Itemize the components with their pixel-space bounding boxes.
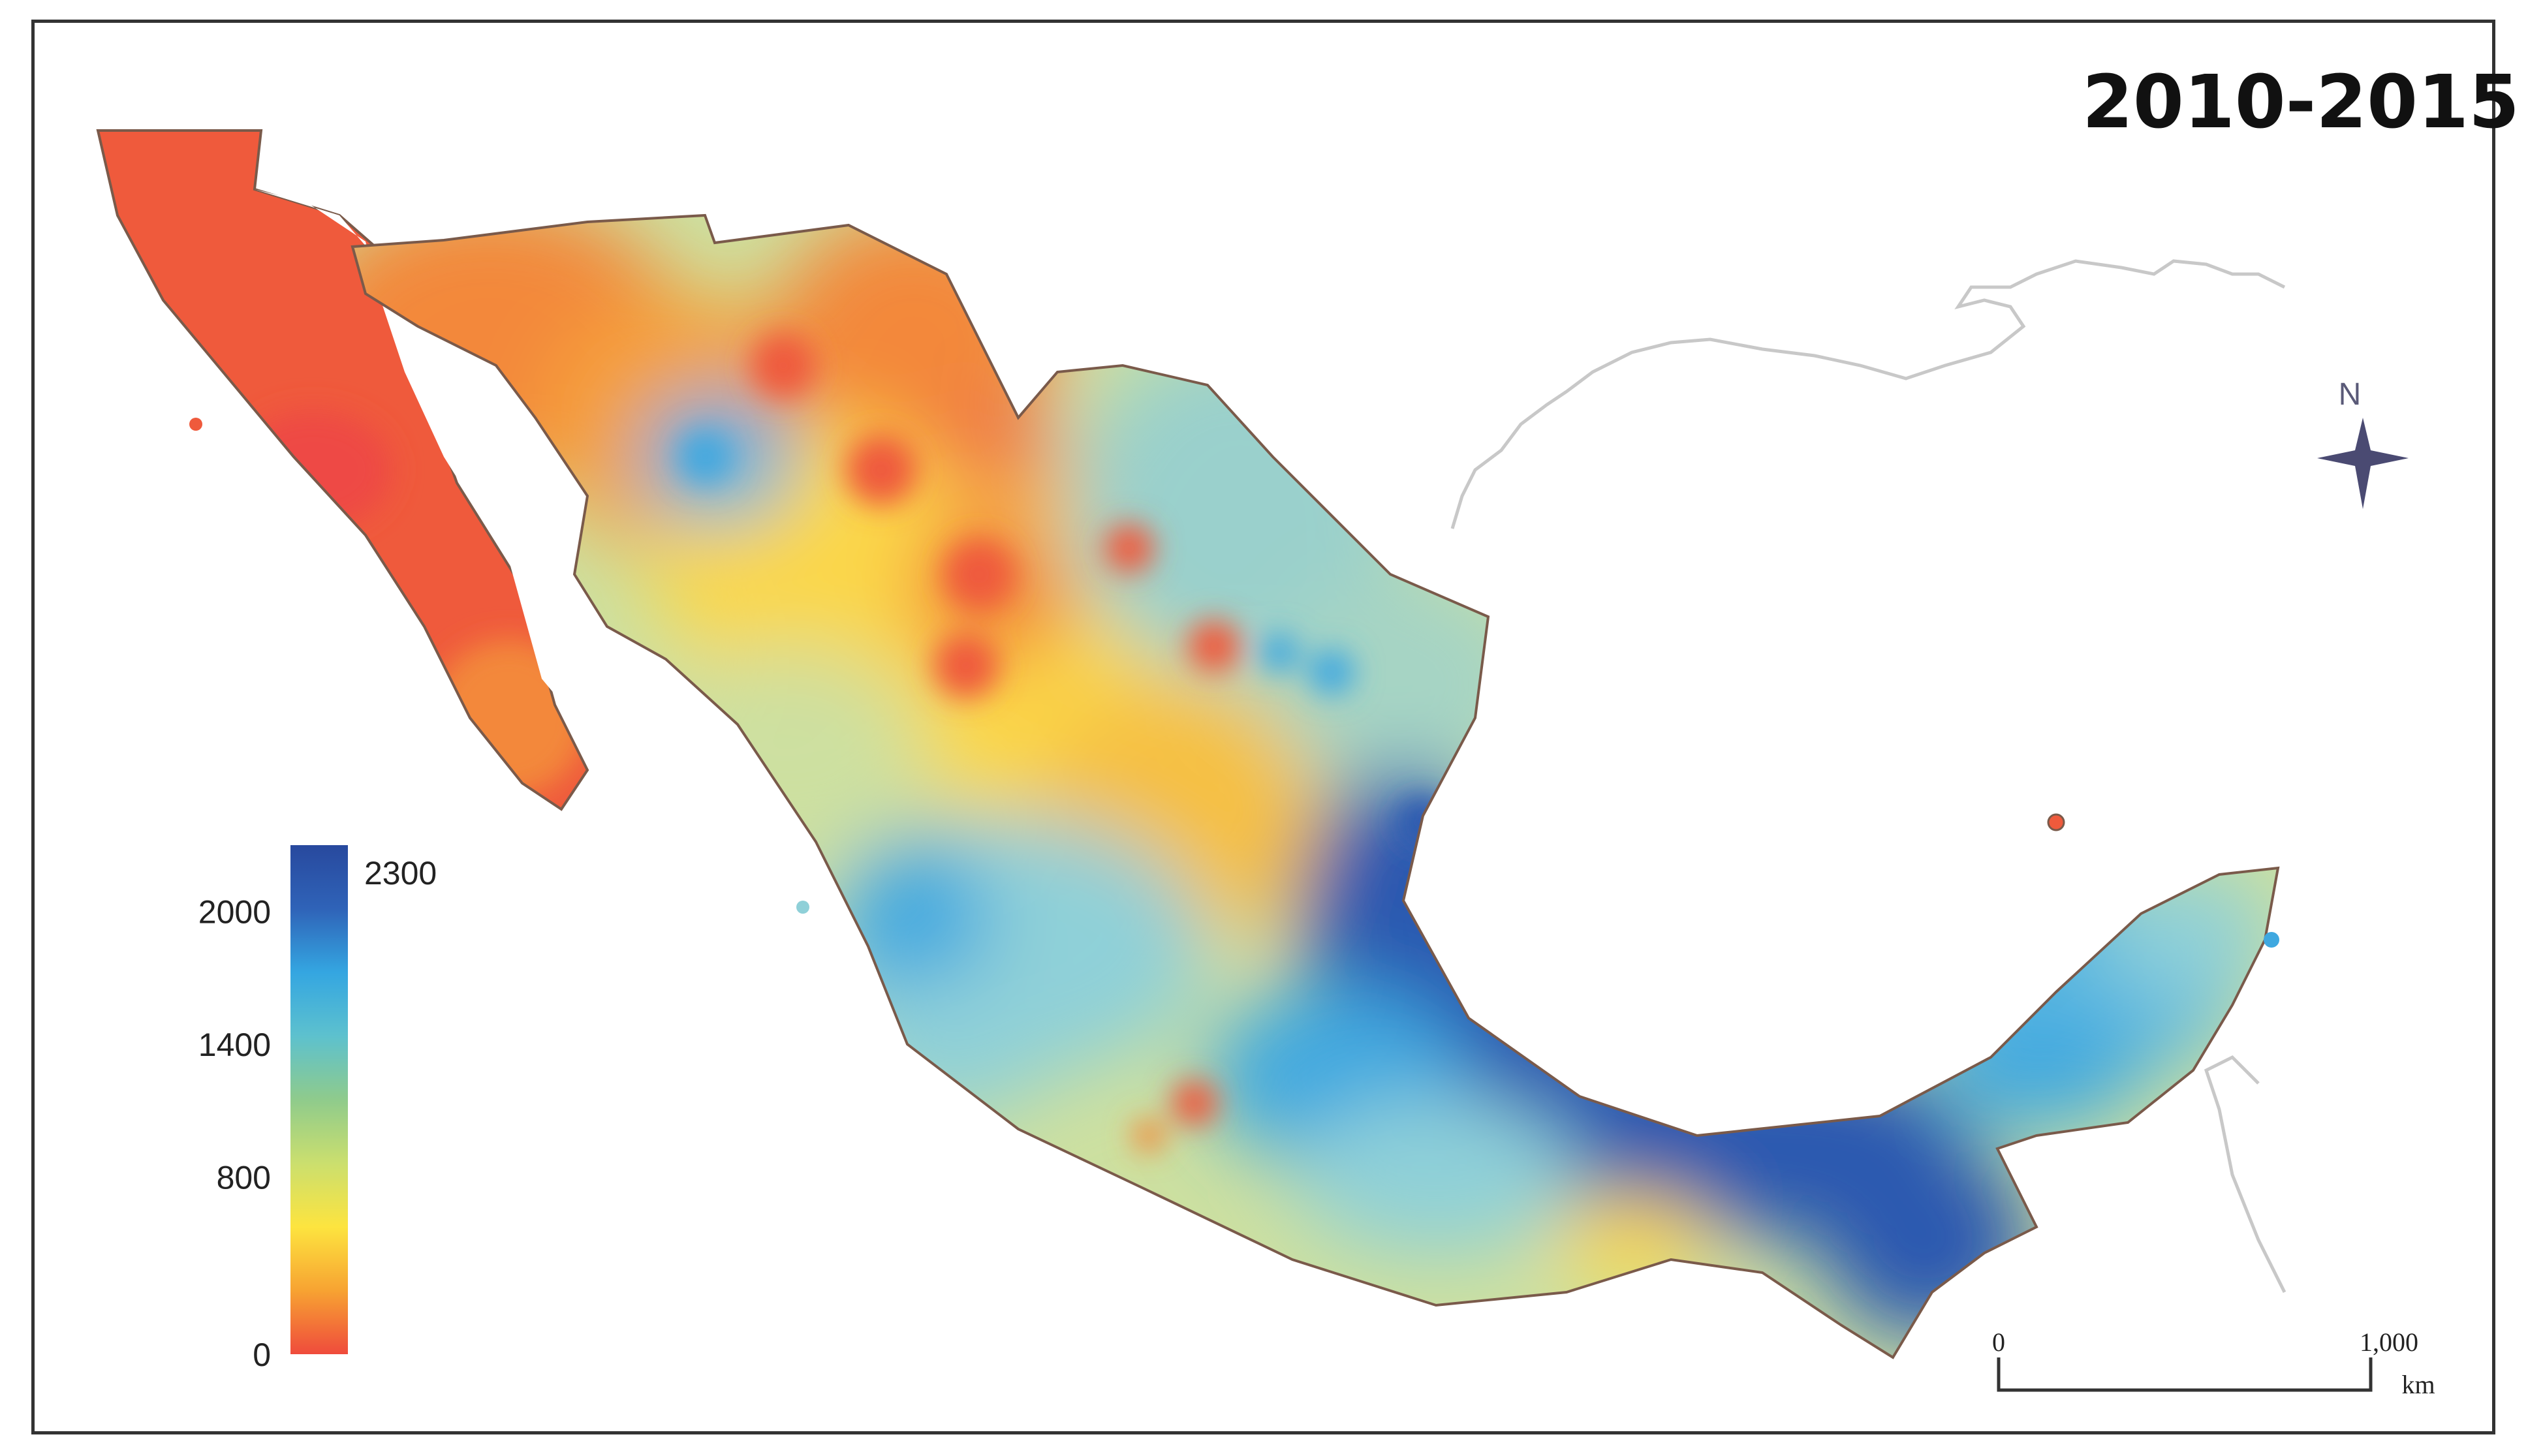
legend-labels: 2300 2000 1400 800 0 [198,855,437,1373]
gulf-of-california [255,189,587,718]
legend-label: 2000 [198,894,271,931]
island [796,901,809,914]
north-arrow: N [2317,377,2409,509]
baja-outline [96,129,589,811]
legend-label: 800 [217,1160,271,1196]
gulf-coast-outline [1450,259,2286,529]
scale-unit-label: km [2401,1370,2435,1399]
island [2047,813,2065,831]
mainland-heatmap [352,215,2278,1357]
scale-start-label: 0 [1992,1327,2005,1357]
scale-bar: 0 1,000 km [1992,1327,2435,1399]
island [189,418,202,431]
florida-outline [2204,1055,2286,1293]
north-label: N [2339,377,2362,412]
legend-label: 2300 [364,855,437,891]
legend-color-bar [290,845,348,1354]
legend-label: 1400 [198,1027,271,1063]
map-title: 2010-2015 [2082,60,2520,145]
legend-label: 0 [253,1337,271,1373]
island [2264,932,2279,948]
scale-end-label: 1,000 [2360,1327,2418,1357]
